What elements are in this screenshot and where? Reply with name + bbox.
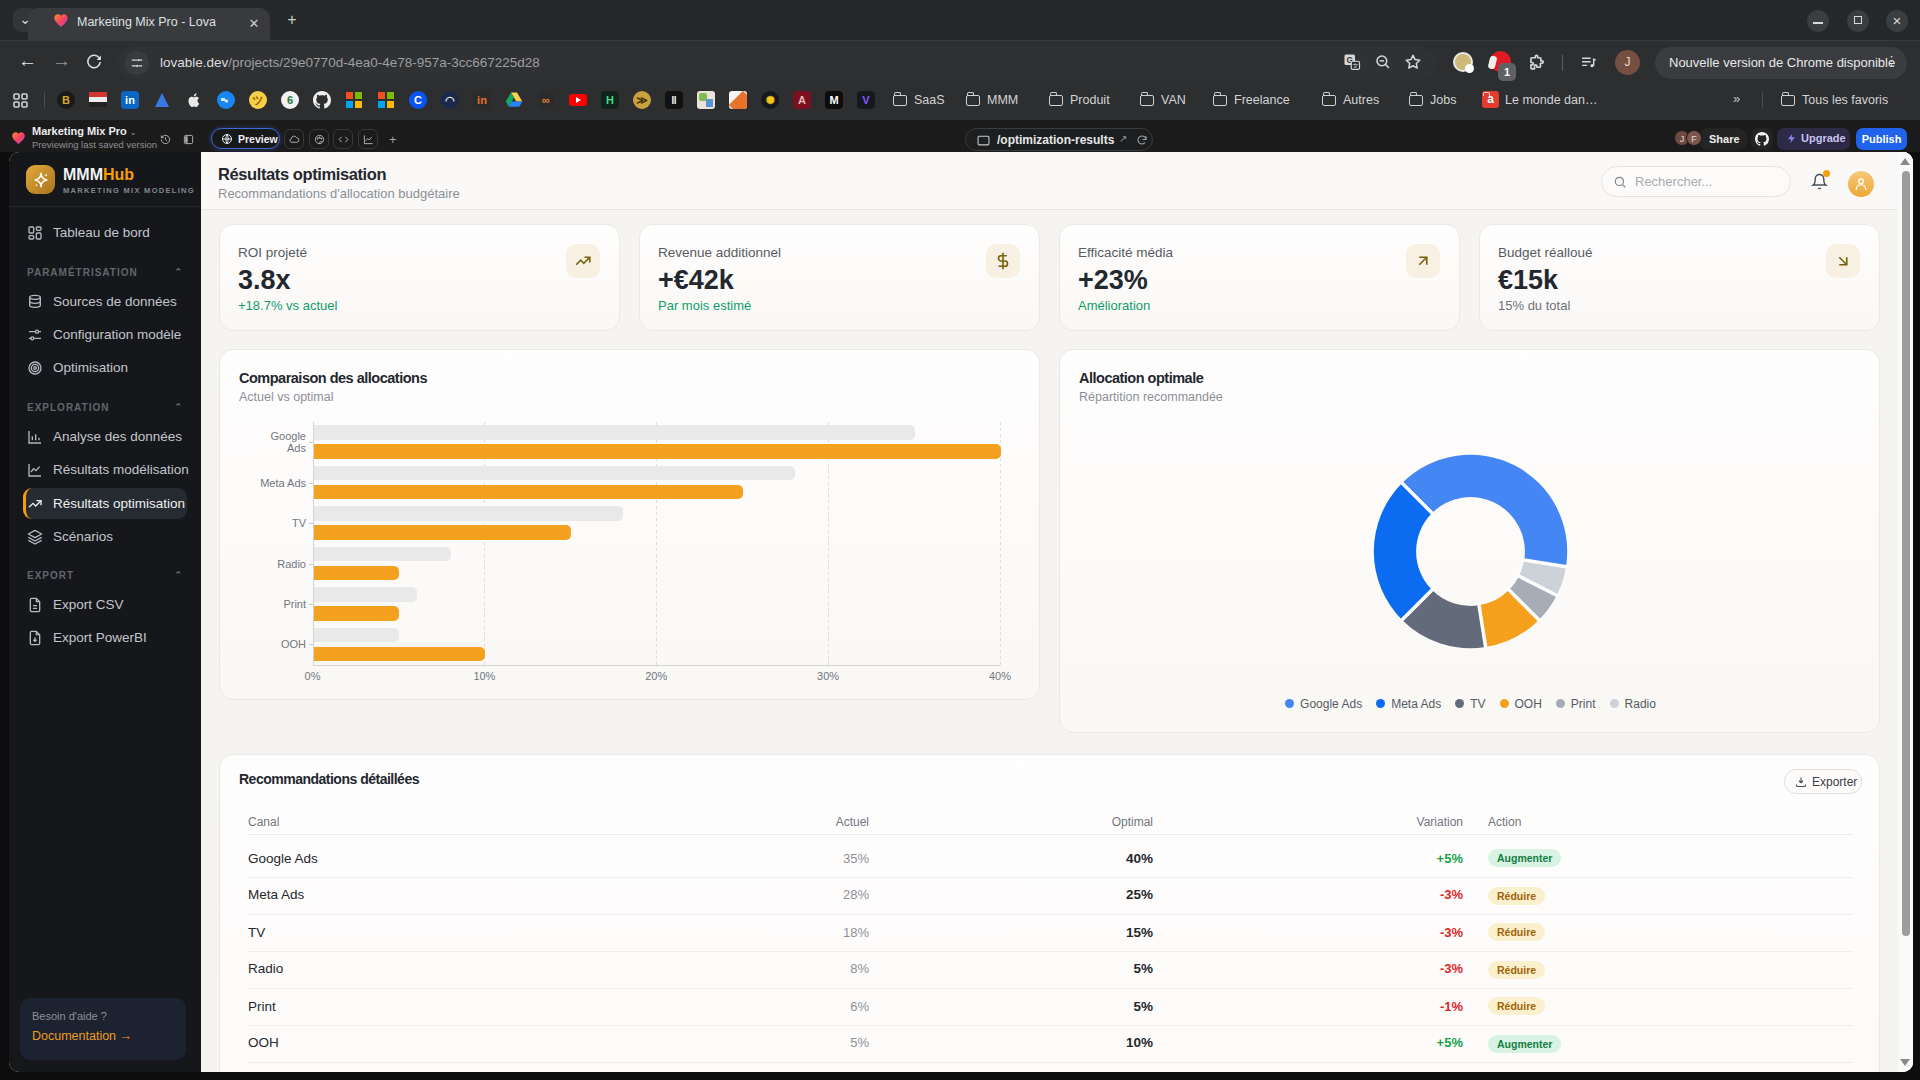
svg-text:文: 文 (1352, 62, 1358, 69)
